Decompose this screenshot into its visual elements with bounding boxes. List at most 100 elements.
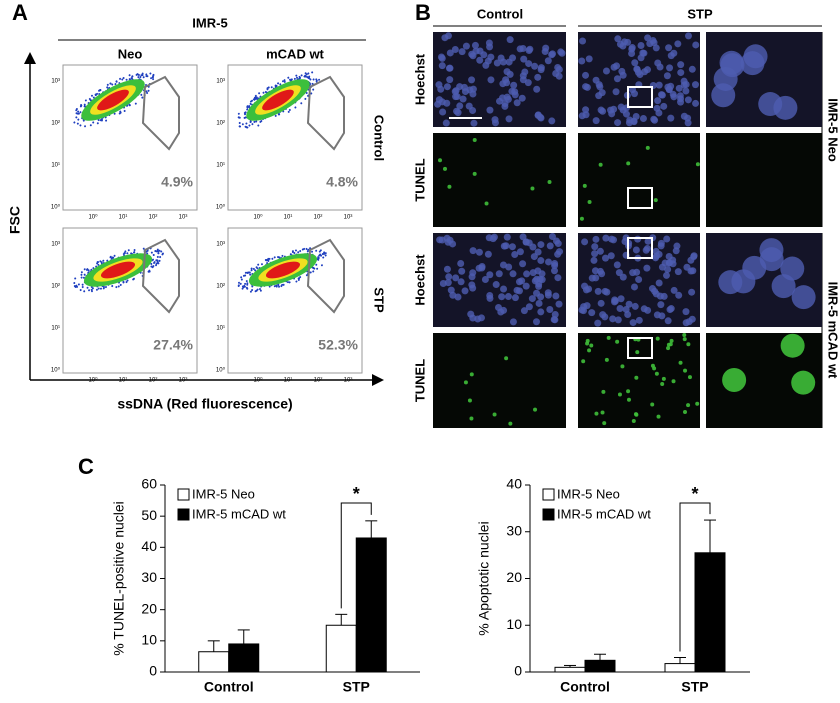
event <box>323 251 326 254</box>
event <box>111 256 114 259</box>
nucleus <box>466 86 474 94</box>
event <box>90 94 93 97</box>
nucleus <box>653 252 661 260</box>
event <box>142 76 145 79</box>
nucleus <box>522 238 530 246</box>
nucleus <box>451 46 459 54</box>
nucleus <box>460 83 468 91</box>
nucleus <box>666 306 674 314</box>
nucleus <box>625 300 633 308</box>
nucleus <box>516 248 524 256</box>
event <box>251 289 254 292</box>
nucleus <box>518 277 526 285</box>
nucleus <box>484 250 492 258</box>
nucleus <box>619 106 627 114</box>
nucleus <box>670 286 678 294</box>
nucleus <box>631 419 636 424</box>
event <box>135 73 138 76</box>
nucleus <box>599 107 607 115</box>
nucleus <box>458 267 466 275</box>
nucleus <box>535 282 543 290</box>
nucleus <box>504 95 512 103</box>
event <box>150 251 153 254</box>
nucleus <box>592 76 600 84</box>
event <box>239 282 242 285</box>
event <box>118 112 121 115</box>
nucleus <box>438 54 446 62</box>
event <box>257 124 260 127</box>
nucleus <box>611 296 619 304</box>
event <box>149 72 152 75</box>
event <box>156 248 159 251</box>
nucleus <box>663 72 671 80</box>
nucleus <box>551 262 559 270</box>
event <box>246 108 249 111</box>
nucleus <box>585 55 593 63</box>
event <box>252 98 255 101</box>
event <box>307 72 310 75</box>
event <box>90 288 93 291</box>
nucleus <box>658 91 666 99</box>
nucleus <box>684 96 692 104</box>
nucleus <box>598 89 606 97</box>
nucleus <box>476 56 484 64</box>
nucleus <box>594 287 602 295</box>
event <box>244 282 247 285</box>
nucleus <box>684 32 692 40</box>
nucleus <box>525 46 533 54</box>
nucleus <box>675 291 683 299</box>
density <box>97 89 129 111</box>
nucleus <box>613 62 621 70</box>
nucleus <box>468 281 476 289</box>
nucleus <box>667 114 675 122</box>
nucleus <box>537 308 545 316</box>
nucleus <box>645 145 650 150</box>
nucleus <box>672 247 680 255</box>
event <box>293 77 296 80</box>
nucleus <box>491 116 499 124</box>
group-label: IMR-5 Neo <box>826 98 840 162</box>
nucleus <box>680 112 688 120</box>
nucleus <box>530 186 535 191</box>
event <box>152 78 155 81</box>
nucleus <box>550 315 558 323</box>
event <box>113 254 116 257</box>
event <box>315 80 318 83</box>
nucleus <box>614 119 622 127</box>
event <box>123 252 126 255</box>
significance-bracket <box>340 502 372 609</box>
nucleus <box>656 414 661 419</box>
event <box>152 73 155 76</box>
nucleus <box>443 265 451 273</box>
nucleus <box>585 341 590 346</box>
nucleus <box>522 282 530 290</box>
event <box>300 74 303 77</box>
y-axis-title: % TUNEL-positive nuclei <box>111 501 127 656</box>
event <box>315 249 318 252</box>
nucleus <box>683 409 688 414</box>
significance: * <box>691 484 698 504</box>
nucleus <box>661 376 666 381</box>
event <box>113 112 116 115</box>
event <box>158 259 161 262</box>
event <box>132 277 135 280</box>
nucleus <box>791 370 816 395</box>
event <box>147 89 150 92</box>
nucleus <box>548 233 556 241</box>
nucleus <box>628 49 636 57</box>
micrograph <box>433 133 566 227</box>
event <box>128 74 131 77</box>
event <box>295 280 298 283</box>
nucleus <box>582 106 590 114</box>
nucleus <box>444 279 452 287</box>
nucleus <box>603 288 611 296</box>
event <box>288 108 291 111</box>
nucleus <box>519 76 527 84</box>
nucleus <box>500 285 508 293</box>
event <box>139 76 142 79</box>
nucleus <box>484 201 489 206</box>
event <box>102 259 105 262</box>
row-label: Hoechst <box>412 53 427 105</box>
nucleus <box>461 287 469 295</box>
event <box>134 102 137 105</box>
